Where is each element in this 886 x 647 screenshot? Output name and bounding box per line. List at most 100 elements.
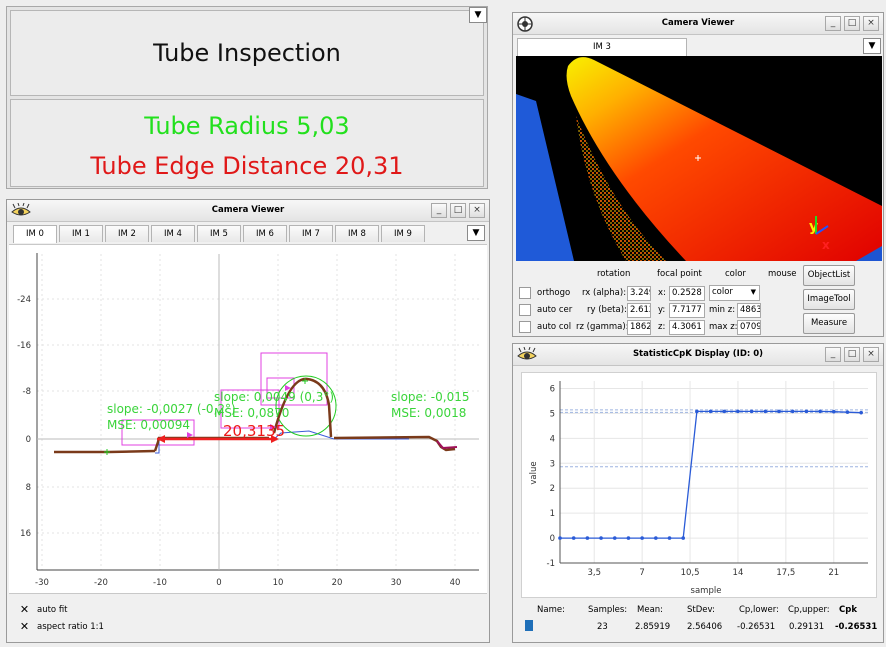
tab-im1[interactable]: IM 1 (59, 225, 103, 242)
orthogonal-label: orthogo (537, 288, 571, 298)
inspection-title: Tube Inspection (153, 39, 341, 67)
eye-icon (517, 347, 537, 360)
x-tick-label: 17,5 (776, 568, 795, 578)
maximize-button[interactable]: □ (450, 203, 466, 218)
slope-right-label: slope: -0,015 (391, 390, 469, 404)
data-point (558, 536, 562, 540)
close-button[interactable]: × (863, 16, 879, 31)
tab-im8[interactable]: IM 8 (335, 225, 379, 242)
data-point (818, 409, 822, 414)
y-tick-label: 16 (20, 529, 31, 539)
tube-radius-text: Tube Radius 5,03 (144, 112, 350, 140)
rx-input[interactable]: 3.249 (627, 286, 651, 301)
col-cpk-header: Cpk (839, 605, 857, 615)
data-point (626, 536, 631, 540)
y-tick-label: 4 (550, 434, 555, 444)
y-tick-label: 8 (26, 483, 31, 493)
max-z-input[interactable]: 0709 (737, 320, 761, 335)
axis-x-label: x (822, 238, 830, 252)
x-tick-label: -20 (94, 578, 108, 588)
profile-plot[interactable]: -30 -20 -10 0 10 20 30 40 -24 -16 -8 0 8… (9, 244, 487, 594)
orthogonal-checkbox[interactable] (519, 287, 531, 299)
profile-plot-svg: -30 -20 -10 0 10 20 30 40 -24 -16 -8 0 8… (17, 253, 479, 588)
statistic-cpk-titlebar: StatisticCpK Display (ID: 0) _ □ × (513, 344, 883, 366)
edge-distance-label: 20,3135 (223, 422, 285, 440)
x-tick-label: 40 (450, 578, 461, 588)
data-point (585, 536, 590, 540)
mse-mid-label: MSE: 0,0870 (214, 406, 289, 420)
tab-im3[interactable]: IM 3 (517, 38, 687, 56)
tab-im9[interactable]: IM 9 (381, 225, 425, 242)
close-button[interactable]: × (469, 203, 485, 218)
tab-im2[interactable]: IM 2 (105, 225, 149, 242)
max-z-label: max z: (709, 322, 738, 332)
x-tick-label: -30 (35, 578, 49, 588)
x-tick-label: 10 (273, 578, 284, 588)
x-tick-label: 20 (332, 578, 343, 588)
auto-color-label: auto col (537, 322, 572, 332)
focal-z-input[interactable]: 4.3061 (669, 320, 705, 335)
col-name-header: Name: (537, 605, 565, 615)
cell-cp-lower: -0.26531 (737, 622, 776, 632)
focal-x-input[interactable]: 0.2528 (669, 286, 705, 301)
focal-z-label: z: (658, 322, 666, 332)
mse-left-label: MSE: 0,00094 (107, 418, 190, 432)
x-tick-label: -10 (153, 578, 167, 588)
minimize-button[interactable]: _ (825, 347, 841, 362)
data-point (599, 536, 603, 540)
inspection-dropdown-button[interactable]: ▼ (469, 7, 487, 23)
y-tick-label: -16 (17, 341, 31, 351)
rx-label: rx (alpha): (582, 288, 627, 298)
profile-tube (272, 377, 333, 438)
tab-im7[interactable]: IM 7 (289, 225, 333, 242)
camera-3d-tab-dropdown[interactable]: ▼ (863, 38, 881, 54)
data-point (667, 536, 672, 540)
stats-table: Name: Samples: Mean: StDev: Cp,lower: Cp… (521, 602, 877, 638)
auto-center-checkbox[interactable] (519, 304, 531, 316)
close-button[interactable]: × (863, 347, 879, 362)
min-z-input[interactable]: 4863 (737, 303, 761, 318)
cell-mean: 2.85919 (635, 622, 671, 632)
color-select[interactable]: color ▼ (709, 285, 760, 301)
focal-y-label: y: (658, 305, 666, 315)
ry-input[interactable]: 2.612 (627, 303, 651, 318)
point-cloud-view[interactable]: y x (516, 56, 882, 261)
x-tick-label: 21 (828, 568, 839, 578)
tab-list-dropdown[interactable]: ▼ (467, 225, 485, 241)
y-tick-label: 3 (550, 459, 555, 469)
col-stdev-header: StDev: (687, 605, 715, 615)
maximize-button[interactable]: □ (844, 16, 860, 31)
rz-input[interactable]: 1862 (627, 320, 651, 335)
tab-im0[interactable]: IM 0 (13, 225, 57, 243)
inspection-results-box: Tube Radius 5,03 Tube Edge Distance 20,3… (10, 99, 484, 187)
camera-viewer-3d-window: Camera Viewer _ □ × IM 3 ▼ (512, 12, 884, 337)
col-cp-lower-header: Cp,lower: (739, 605, 779, 615)
camera-icon (517, 16, 533, 32)
maximize-button[interactable]: □ (844, 347, 860, 362)
tab-im4[interactable]: IM 4 (151, 225, 195, 242)
minimize-button[interactable]: _ (825, 16, 841, 31)
auto-color-checkbox[interactable] (519, 321, 531, 333)
cell-samples: 23 (597, 622, 608, 632)
tab-im6[interactable]: IM 6 (243, 225, 287, 242)
object-list-button[interactable]: ObjectList (803, 265, 855, 286)
color-select-value: color (712, 287, 733, 297)
camera-viewer-title: Camera Viewer (211, 205, 285, 215)
aspect-ratio-checkbox[interactable]: ✕ (19, 620, 30, 633)
focal-y-input[interactable]: 7.7177 (669, 303, 705, 318)
minimize-button[interactable]: _ (431, 203, 447, 218)
roi-box-mid (220, 389, 280, 429)
auto-fit-checkbox[interactable]: ✕ (19, 603, 30, 616)
ry-label: ry (beta): (587, 305, 627, 315)
col-samples-header: Samples: (588, 605, 628, 615)
image-tool-button[interactable]: ImageTool (803, 289, 855, 310)
x-tick-label: 0 (216, 578, 221, 588)
tab-im5[interactable]: IM 5 (197, 225, 241, 242)
inspection-panel: Tube Inspection ▼ Tube Radius 5,03 Tube … (6, 6, 488, 189)
measure-button[interactable]: Measure (803, 313, 855, 334)
x-tick-label: 7 (639, 568, 644, 578)
col-mean-header: Mean: (637, 605, 664, 615)
cpk-chart: -1 0 1 2 3 4 5 6 3,5 7 10,5 14 17,5 21 sample value (529, 381, 868, 596)
point-cloud-svg: y x (516, 57, 882, 261)
series-line (560, 410, 862, 539)
